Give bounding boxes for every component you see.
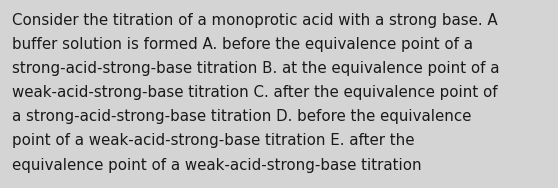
Text: a strong-acid-strong-base titration D. before the equivalence: a strong-acid-strong-base titration D. b… [12,109,472,124]
Text: strong-acid-strong-base titration B. at the equivalence point of a: strong-acid-strong-base titration B. at … [12,61,500,76]
Text: equivalence point of a weak-acid-strong-base titration: equivalence point of a weak-acid-strong-… [12,158,422,173]
Text: point of a weak-acid-strong-base titration E. after the: point of a weak-acid-strong-base titrati… [12,133,415,149]
Text: weak-acid-strong-base titration C. after the equivalence point of: weak-acid-strong-base titration C. after… [12,85,498,100]
Text: buffer solution is formed A. before the equivalence point of a: buffer solution is formed A. before the … [12,37,473,52]
Text: Consider the titration of a monoprotic acid with a strong base. A: Consider the titration of a monoprotic a… [12,13,498,28]
